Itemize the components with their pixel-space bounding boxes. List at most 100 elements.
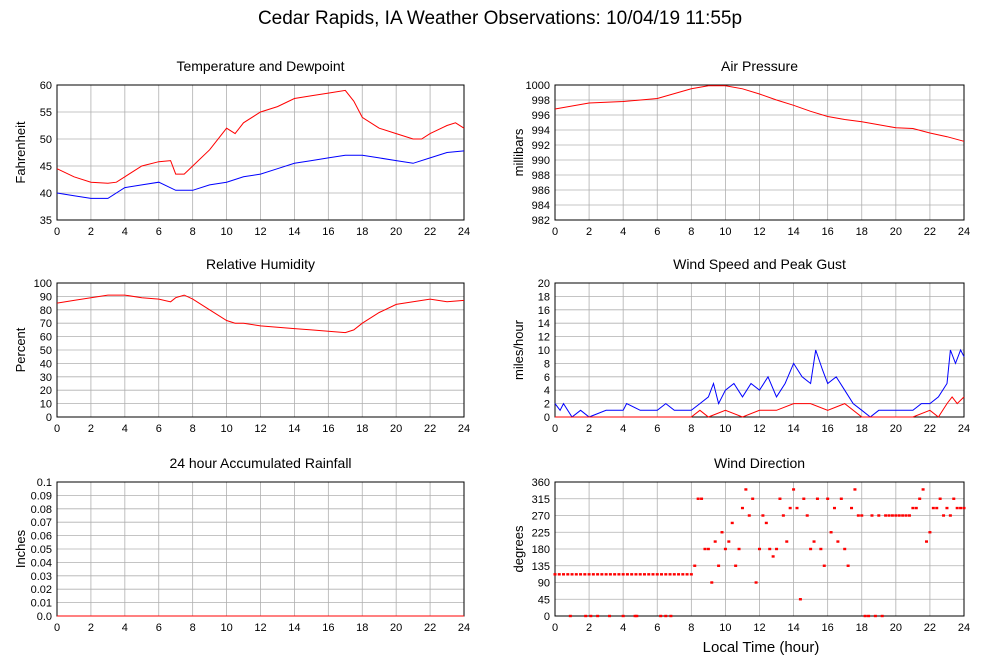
- data-point: [754, 581, 758, 584]
- data-point: [761, 514, 765, 517]
- data-point: [717, 564, 721, 567]
- x-tick-label: 18: [856, 423, 868, 435]
- x-tick-label: 22: [924, 423, 936, 435]
- x-tick-label: 16: [822, 423, 834, 435]
- data-point: [710, 581, 714, 584]
- y-tick-label: 982: [532, 215, 550, 227]
- x-tick-label: 20: [390, 622, 402, 634]
- data-point: [897, 514, 901, 517]
- series-line-blue: [56, 150, 465, 199]
- data-point: [727, 540, 731, 543]
- data-point: [935, 506, 939, 510]
- data-point: [901, 514, 905, 517]
- data-point: [867, 614, 871, 618]
- data-point: [638, 573, 642, 576]
- data-point: [574, 573, 578, 576]
- x-tick-label: 22: [424, 226, 436, 238]
- x-tick-label: 16: [322, 423, 334, 435]
- x-tick-label: 6: [654, 622, 660, 634]
- chart-title: Relative Humidity: [206, 256, 315, 272]
- x-tick-label: 0: [54, 423, 60, 435]
- data-point: [696, 497, 700, 500]
- x-tick-label: 0: [552, 423, 558, 435]
- x-tick-label: 18: [856, 622, 868, 634]
- y-tick-label: 16: [538, 305, 550, 317]
- x-tick-label: 4: [122, 226, 128, 238]
- y-tick-label: 988: [532, 170, 550, 182]
- accumulated-rainfall-chart: 0.00.010.020.030.040.050.060.070.080.090…: [13, 455, 470, 634]
- x-tick-label: 4: [122, 423, 128, 435]
- x-tick-label: 12: [254, 622, 266, 634]
- x-tick-label: 20: [890, 226, 902, 238]
- data-point: [740, 506, 744, 510]
- data-point: [880, 614, 884, 618]
- plot-frame: [554, 84, 965, 221]
- y-tick-label: 1000: [526, 80, 550, 92]
- data-point: [651, 573, 655, 576]
- y-tick-label: 0: [46, 412, 52, 424]
- x-tick-label: 2: [88, 226, 94, 238]
- y-tick-label: 135: [532, 561, 550, 573]
- data-point: [962, 506, 966, 510]
- y-tick-label: 986: [532, 185, 550, 197]
- data-point: [758, 547, 761, 551]
- plot-frame: [554, 481, 965, 617]
- y-tick-label: 994: [532, 125, 550, 137]
- x-tick-label: 14: [288, 226, 300, 238]
- chart-title: Air Pressure: [721, 58, 798, 74]
- data-point: [706, 547, 710, 551]
- x-tick-label: 18: [356, 423, 368, 435]
- x-tick-label: 18: [856, 226, 868, 238]
- x-tick-label: 24: [458, 423, 470, 435]
- y-tick-label: 60: [40, 332, 52, 344]
- y-tick-label: 270: [532, 511, 550, 523]
- data-point: [633, 614, 637, 618]
- x-tick-label: 12: [753, 622, 765, 634]
- data-point: [948, 514, 952, 517]
- data-point: [720, 531, 724, 534]
- y-tick-label: 992: [532, 140, 550, 152]
- data-point: [850, 506, 854, 510]
- data-point: [608, 573, 612, 576]
- x-tick-label: 14: [288, 622, 300, 634]
- data-point: [788, 506, 792, 510]
- y-tick-label: 100: [34, 278, 52, 290]
- y-tick-label: 10: [538, 345, 550, 357]
- x-tick-label: 8: [688, 226, 694, 238]
- data-point: [955, 506, 959, 510]
- x-tick-label: 24: [958, 423, 970, 435]
- x-tick-label: 8: [190, 226, 196, 238]
- series-line-red: [554, 85, 965, 142]
- data-point: [829, 531, 833, 534]
- data-point: [959, 506, 963, 510]
- y-tick-label: 0: [544, 611, 550, 623]
- data-point: [589, 614, 593, 618]
- series-line-red: [56, 294, 465, 334]
- data-point: [890, 514, 894, 517]
- data-point: [562, 573, 566, 576]
- x-axis-label: Local Time (hour): [703, 639, 820, 656]
- data-point: [591, 573, 595, 576]
- data-point: [826, 497, 830, 500]
- data-point: [579, 573, 583, 576]
- data-point: [792, 488, 796, 491]
- x-tick-label: 4: [620, 423, 626, 435]
- x-tick-label: 14: [787, 423, 799, 435]
- x-tick-label: 22: [424, 423, 436, 435]
- data-point: [945, 506, 949, 510]
- x-tick-label: 22: [924, 226, 936, 238]
- y-axis-label: Percent: [13, 327, 28, 372]
- data-point: [669, 614, 673, 618]
- data-point: [635, 614, 639, 618]
- y-tick-label: 90: [538, 578, 550, 590]
- y-tick-label: 0.06: [31, 531, 52, 543]
- data-point: [703, 547, 707, 551]
- y-tick-label: 0.04: [31, 557, 52, 569]
- y-tick-label: 0.09: [31, 490, 52, 502]
- data-point: [771, 555, 775, 558]
- data-point: [822, 564, 826, 567]
- data-point: [812, 540, 816, 543]
- y-tick-label: 0.01: [31, 598, 52, 610]
- y-tick-label: 80: [40, 305, 52, 317]
